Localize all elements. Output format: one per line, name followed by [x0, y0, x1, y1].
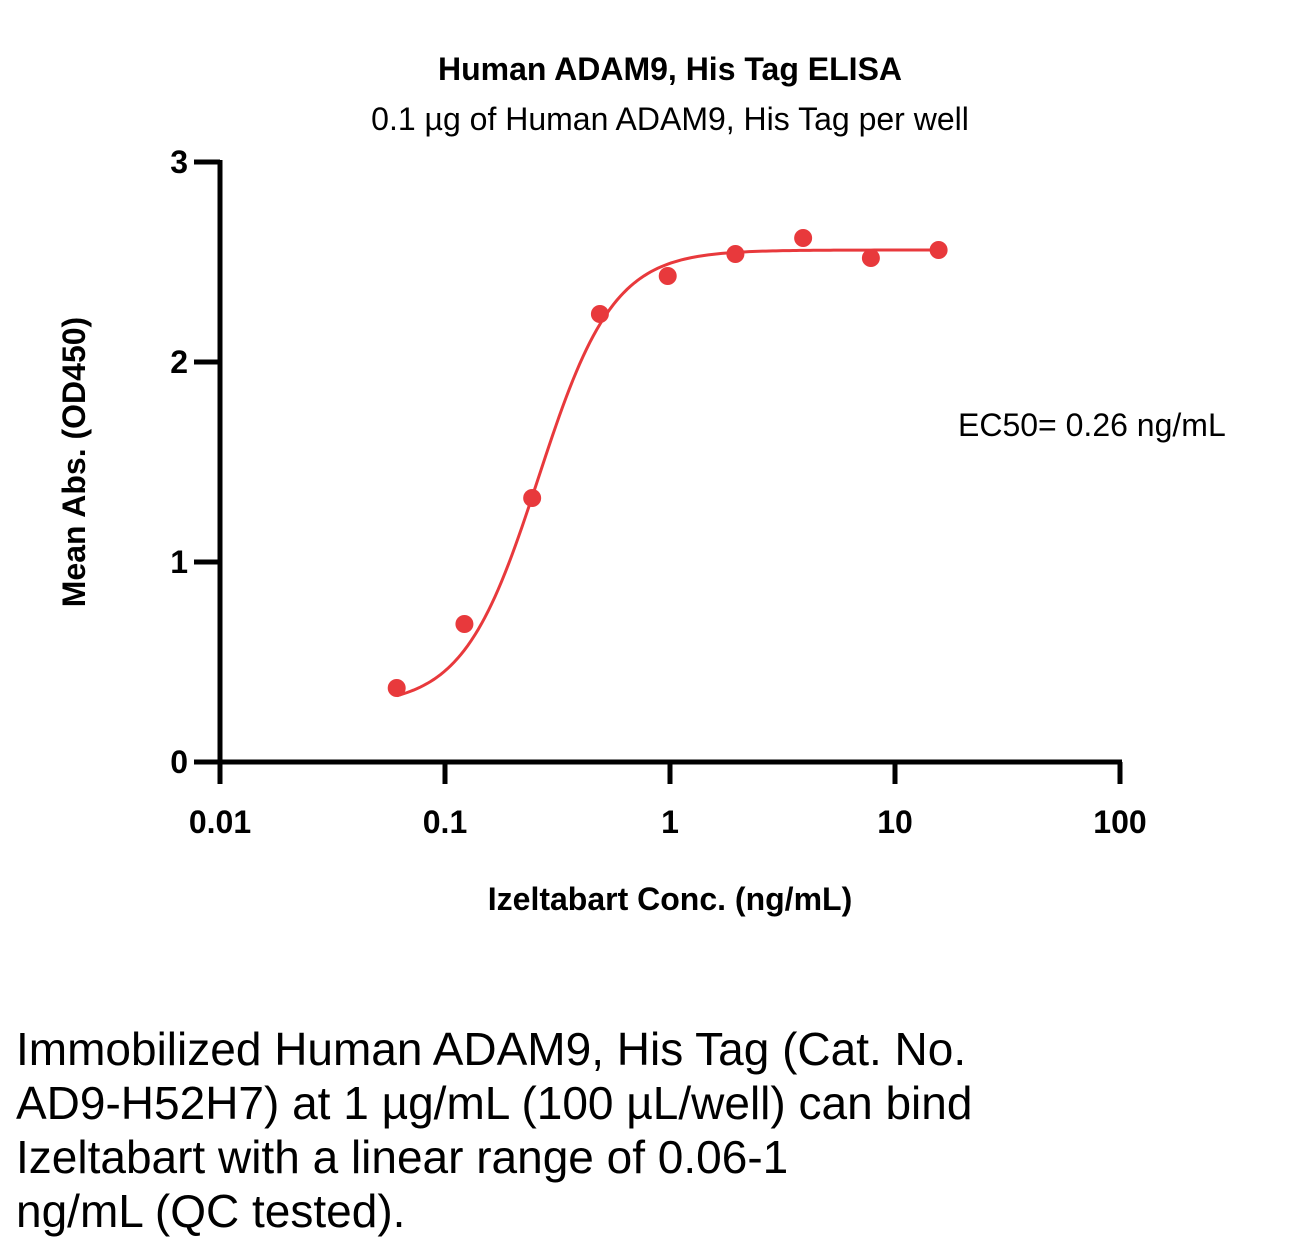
caption-line: Izeltabart with a linear range of 0.06-1: [16, 1131, 789, 1183]
chart-title: Human ADAM9, His Tag ELISA: [438, 51, 902, 87]
x-tick-label: 1: [661, 804, 679, 840]
data-point: [455, 615, 474, 633]
x-axis-ticks: 0.01 0.1 1 10 100: [189, 762, 1147, 840]
y-tick-label: 1: [170, 544, 188, 580]
caption-line: ng/mL (QC tested).: [16, 1185, 406, 1237]
caption-line: Immobilized Human ADAM9, His Tag (Cat. N…: [16, 1023, 967, 1075]
data-point: [387, 679, 406, 697]
chart-subtitle: 0.1 µg of Human ADAM9, His Tag per well: [371, 101, 969, 137]
elisa-chart: Human ADAM9, His Tag ELISA 0.1 µg of Hum…: [56, 51, 1226, 917]
y-axis-ticks: 0 1 2 3: [170, 144, 220, 780]
x-tick-label: 100: [1093, 804, 1146, 840]
x-axis-label: Izeltabart Conc. (ng/mL): [488, 881, 852, 917]
fit-curve: [396, 248, 939, 698]
ec50-annotation: EC50= 0.26 ng/mL: [958, 407, 1226, 443]
y-tick-label: 3: [170, 144, 188, 180]
data-point: [794, 229, 813, 247]
data-points: [387, 229, 948, 697]
x-tick-label: 0.1: [423, 804, 467, 840]
data-point: [861, 249, 880, 267]
data-point: [726, 245, 745, 263]
caption-line: AD9-H52H7) at 1 µg/mL (100 µL/well) can …: [16, 1077, 973, 1129]
x-tick-label: 0.01: [189, 804, 251, 840]
data-point: [523, 489, 542, 507]
data-point: [929, 241, 948, 259]
y-axis-label: Mean Abs. (OD450): [56, 317, 92, 607]
data-point: [658, 267, 677, 285]
y-tick-label: 2: [170, 344, 188, 380]
x-tick-label: 10: [877, 804, 913, 840]
axes: [217, 160, 1122, 765]
data-point: [590, 305, 609, 323]
y-tick-label: 0: [170, 744, 188, 780]
figure-caption: Immobilized Human ADAM9, His Tag (Cat. N…: [16, 1022, 1286, 1238]
